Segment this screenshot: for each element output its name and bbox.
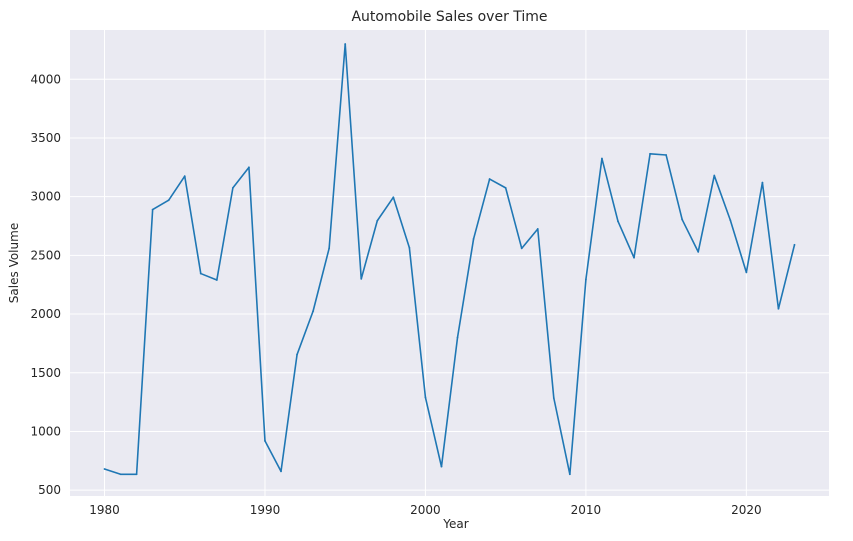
data-point <box>761 181 764 184</box>
data-point <box>568 473 571 476</box>
data-point <box>199 272 202 275</box>
y-tick-label: 2000 <box>30 307 61 321</box>
series-line <box>104 43 796 476</box>
data-point <box>697 250 700 253</box>
x-axis-label: Year <box>442 517 468 531</box>
data-point <box>488 178 491 180</box>
data-point <box>392 196 395 199</box>
data-point <box>617 220 619 223</box>
x-tick-label: 1990 <box>250 503 281 517</box>
data-point <box>424 396 427 399</box>
x-tick-label: 1980 <box>89 503 120 517</box>
data-point <box>360 277 363 280</box>
data-point <box>376 219 379 222</box>
y-tick-label: 4000 <box>30 72 61 86</box>
data-point <box>633 256 635 259</box>
data-point <box>103 468 106 470</box>
data-point <box>183 175 186 178</box>
y-tick-label: 3500 <box>30 131 61 145</box>
y-tick-label: 500 <box>38 483 61 497</box>
data-point <box>408 246 411 249</box>
data-points <box>103 43 796 476</box>
data-point <box>504 186 507 189</box>
data-point <box>280 470 282 473</box>
data-point <box>601 157 603 160</box>
data-point <box>552 397 555 399</box>
data-point <box>713 174 716 177</box>
data-point <box>119 473 122 476</box>
data-point <box>312 310 315 313</box>
data-point <box>536 228 539 230</box>
data-point <box>584 278 587 281</box>
data-point <box>231 186 234 189</box>
data-point <box>151 208 154 211</box>
x-tick-label: 2020 <box>731 503 762 517</box>
data-point <box>729 219 732 222</box>
y-tick-labels: 500 1000 1500 2000 2500 3000 3500 4000 <box>30 72 61 497</box>
y-tick-label: 1000 <box>30 424 61 438</box>
data-point <box>665 154 668 156</box>
y-tick-label: 3000 <box>30 190 61 204</box>
data-point <box>649 152 651 155</box>
data-point <box>793 243 796 246</box>
data-point <box>777 307 780 310</box>
data-point <box>745 271 748 274</box>
data-point <box>296 353 298 356</box>
x-tick-label: 2010 <box>571 503 602 517</box>
data-point <box>472 238 475 240</box>
data-point <box>456 336 459 339</box>
data-point <box>344 43 347 45</box>
data-point <box>681 218 684 221</box>
data-point <box>264 439 266 442</box>
data-point <box>520 247 523 250</box>
y-gridlines <box>70 78 829 491</box>
plot-background <box>70 30 829 496</box>
y-tick-label: 2500 <box>30 248 61 262</box>
chart-title: Automobile Sales over Time <box>351 9 547 25</box>
data-point <box>248 166 250 169</box>
y-tick-label: 1500 <box>30 366 61 380</box>
y-axis-label: Sales Volume <box>7 223 21 303</box>
x-gridlines <box>104 30 747 496</box>
x-tick-labels: 1980 1990 2000 2010 2020 <box>89 503 761 517</box>
data-point <box>135 473 138 476</box>
data-point <box>328 247 331 250</box>
x-tick-label: 2000 <box>410 503 441 517</box>
data-point <box>215 279 218 281</box>
data-point <box>167 199 170 202</box>
data-point <box>440 465 443 468</box>
